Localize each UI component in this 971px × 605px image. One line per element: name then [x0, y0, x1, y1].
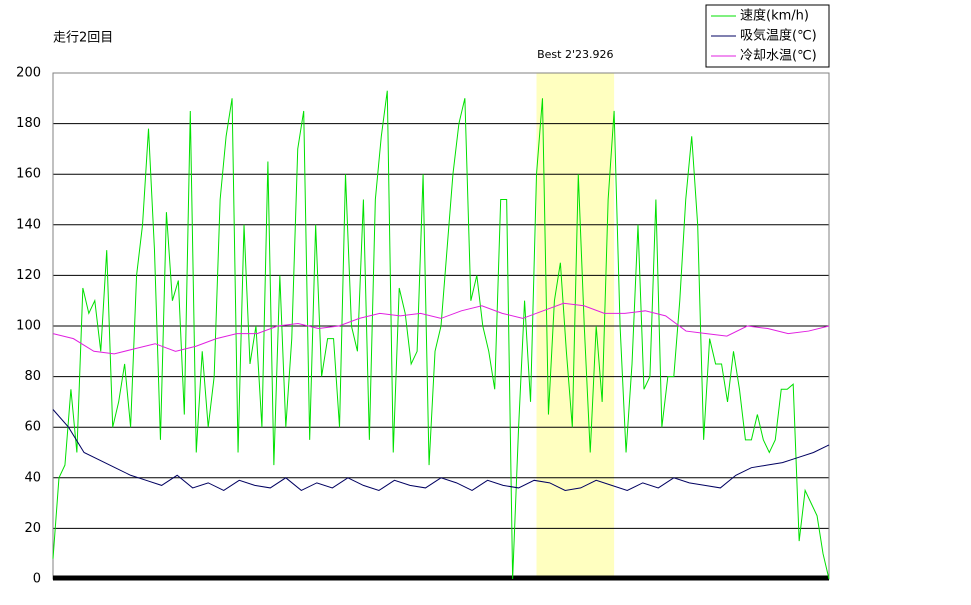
y-tick-label: 60 [24, 420, 41, 435]
y-tick-label: 40 [24, 470, 41, 485]
highlight-label: Best 2'23.926 [537, 48, 613, 61]
y-tick-label: 80 [24, 369, 41, 384]
legend-label: 速度(km/h) [740, 8, 809, 24]
y-tick-label: 140 [16, 217, 41, 232]
y-tick-label: 120 [16, 268, 41, 283]
chart-title: 走行2回目 [53, 31, 113, 46]
y-tick-label: 20 [24, 521, 41, 536]
series-line [52, 409, 830, 492]
y-tick-label: 180 [16, 116, 41, 131]
y-tick-label: 200 [16, 66, 41, 81]
y-tick-label: 160 [16, 167, 41, 182]
y-tick-label: 100 [16, 319, 41, 334]
legend-label: 冷却水温(℃) [740, 49, 817, 64]
legend-label: 吸気温度(℃) [740, 28, 817, 44]
series-line [52, 302, 830, 355]
series-line [52, 90, 830, 580]
y-tick-label: 0 [33, 572, 41, 587]
